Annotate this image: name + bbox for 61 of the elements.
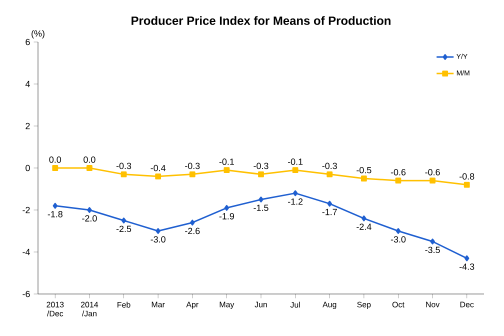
data-label: -0.6 [390,169,406,176]
point [360,176,367,182]
point [430,238,435,244]
data-label: -4.3 [460,263,474,270]
point [189,171,196,178]
data-label: -1.2 [288,198,303,205]
data-label: -3.0 [150,236,166,243]
point [326,171,333,178]
data-label: -0.3 [185,162,200,170]
data-label: -0.5 [356,166,372,174]
chart-title: Producer Price Index for Means of Production [132,16,390,25]
point [464,182,470,188]
y-tick-label: -6 [22,290,30,298]
data-label: -2.4 [356,224,372,230]
point [120,171,127,178]
point [156,228,160,234]
point [155,173,162,180]
point [224,167,230,174]
data-label: -1.7 [322,208,337,216]
point [52,165,58,171]
data-label: -0.3 [116,162,132,170]
data-label: -0.8 [460,173,474,180]
point [430,178,436,184]
data-label: -0.3 [322,162,337,170]
y-tick-label: -2 [22,206,30,214]
y-tick-label: 2 [26,122,30,130]
y-tick-label: 6 [26,38,30,46]
point [52,202,58,209]
point [327,200,332,207]
data-label: -0.4 [150,164,166,172]
point [258,196,264,202]
data-label: -2.0 [82,215,97,222]
y-axis-title: (%) [32,30,44,38]
data-label: -3.0 [390,236,406,243]
y-tick-label: -4 [22,248,30,256]
data-label: -0.3 [254,162,268,170]
data-label: -0.1 [219,158,234,165]
point [362,215,366,222]
point [292,167,298,174]
point [121,218,126,224]
point [87,207,92,213]
point [258,171,264,178]
data-label: 0.0 [84,156,96,163]
data-label: 0.0 [49,156,62,163]
y-tick-label: 0 [26,164,30,172]
data-label: -2.5 [116,226,132,232]
data-label: -1.8 [48,210,62,218]
point [395,178,402,184]
data-label: -1.9 [219,213,234,220]
y-tick-label: 4 [25,80,30,88]
data-label: -3.5 [425,246,440,254]
data-label: -0.6 [425,169,440,176]
point [224,204,230,211]
point [86,165,92,171]
data-label: -1.5 [254,204,268,211]
point [190,220,195,226]
point [292,190,298,196]
data-label: -2.6 [185,228,200,234]
point [464,255,470,262]
point [396,228,401,234]
data-label: -0.1 [288,158,303,165]
